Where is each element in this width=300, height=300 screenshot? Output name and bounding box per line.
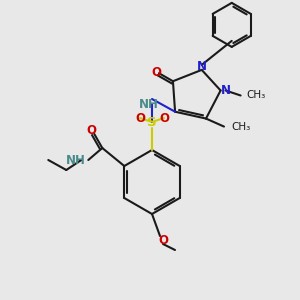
Text: O: O	[151, 66, 161, 79]
Text: O: O	[86, 124, 96, 137]
Text: NH: NH	[65, 154, 85, 166]
Text: O: O	[159, 112, 169, 124]
Text: N: N	[197, 60, 207, 74]
Text: O: O	[135, 112, 145, 124]
Text: O: O	[158, 235, 168, 248]
Text: S: S	[147, 116, 157, 128]
Text: CH₃: CH₃	[231, 122, 250, 132]
Text: CH₃: CH₃	[247, 91, 266, 100]
Text: NH: NH	[139, 98, 159, 110]
Text: N: N	[220, 84, 231, 97]
